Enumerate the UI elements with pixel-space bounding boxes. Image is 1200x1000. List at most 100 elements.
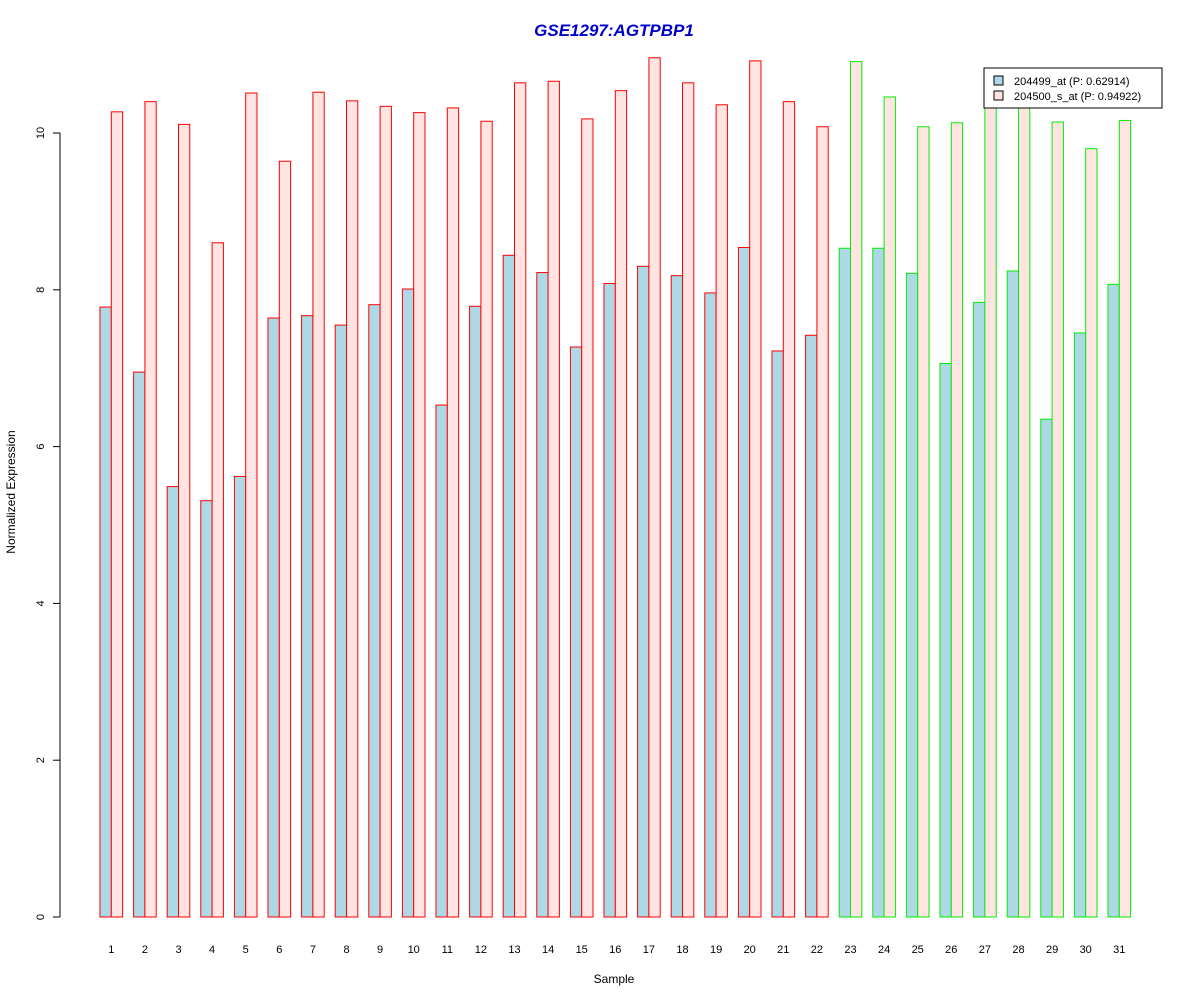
bar-204499-at (502, 254, 516, 918)
x-tick-label: 27 (979, 944, 991, 956)
x-tick-label: 9 (377, 944, 383, 956)
bar-204500-s-at (178, 123, 191, 918)
bar-204500-s-at (850, 61, 863, 918)
x-tick-label: 25 (912, 944, 924, 956)
y-tick-label: 8 (35, 287, 47, 293)
x-tick-label: 16 (609, 944, 621, 956)
x-tick-label: 13 (508, 944, 520, 956)
x-tick-label: 19 (710, 944, 722, 956)
bar-204500-s-at (144, 101, 157, 918)
x-tick-labels: 1 2 3 4 5 6 7 8 9 10 11 12 13 14 15 16 17 18 19 20 21 22 23 24 2… (108, 944, 1125, 956)
x-tick-label: 11 (442, 944, 453, 956)
bar-204500-s-at (245, 92, 258, 918)
bar-204499-at (334, 324, 348, 918)
bar-204499-at (637, 265, 650, 918)
x-tick-label: 18 (676, 944, 688, 956)
x-tick-label: 12 (475, 944, 487, 956)
x-tick-label: 5 (243, 944, 249, 956)
bar-204499-at (267, 317, 280, 918)
bar-204500-s-at (312, 91, 325, 918)
x-axis-label: Sample (594, 972, 635, 986)
x-tick-label: 30 (1080, 944, 1092, 956)
bar-204499-at (99, 306, 112, 918)
bar-204500-s-at (782, 101, 796, 918)
y-tick-label: 10 (35, 127, 47, 139)
y-tick-label: 0 (35, 914, 47, 920)
x-tick-label: 20 (744, 944, 756, 956)
y-axis-label: Normalized Expression (4, 430, 18, 553)
x-tick-label: 29 (1046, 944, 1058, 956)
x-tick-label: 31 (1113, 944, 1125, 956)
bar-204500-s-at (446, 107, 460, 918)
bar-204500-s-at (346, 100, 359, 918)
bar-204500-s-at (581, 118, 594, 918)
bar-204500-s-at (547, 80, 560, 918)
bar-204499-at (569, 346, 583, 918)
bar-204499-at (368, 304, 381, 918)
x-tick-label: 1 (108, 944, 114, 956)
bar-204499-at (536, 272, 549, 918)
x-tick-label: 26 (945, 944, 957, 956)
y-axis: 0 2 4 6 8 10 (35, 127, 61, 920)
bar-204499-at (1107, 283, 1120, 918)
bar-204500-s-at (1118, 119, 1132, 918)
x-tick-label: 6 (276, 944, 282, 956)
x-tick-label: 17 (643, 944, 655, 956)
bar-204499-at (771, 350, 784, 918)
bar-204500-s-at (883, 96, 896, 918)
bar-204499-at (200, 500, 213, 918)
bar-204500-s-at (278, 160, 292, 918)
bar-204500-s-at (211, 242, 224, 918)
bar-204499-at (133, 371, 146, 918)
bar-204500-s-at (816, 126, 829, 918)
bar-204500-s-at (917, 126, 930, 918)
x-tick-label: 14 (542, 944, 554, 956)
bar-204499-at (939, 362, 952, 918)
bar-204500-s-at (648, 57, 661, 918)
bar-204500-s-at (1085, 148, 1098, 918)
bar-204500-s-at (682, 82, 695, 918)
legend-label-204499-at: 204499_at (P: 0.62914) (1014, 76, 1130, 88)
bar-204499-at (301, 315, 314, 918)
bar-204499-at (737, 246, 751, 918)
bar-204499-at (704, 292, 717, 918)
bar-204500-s-at (614, 90, 628, 918)
bar-204499-at (435, 404, 448, 918)
bar-204500-s-at (984, 103, 997, 918)
bar-204499-at (838, 247, 852, 918)
bar-204500-s-at (413, 112, 426, 918)
bar-204500-s-at (1051, 121, 1064, 918)
bar-204500-s-at (514, 82, 527, 918)
bar-204499-at (233, 475, 247, 918)
y-tick-label: 6 (35, 444, 47, 450)
bar-204499-at (805, 334, 818, 918)
x-tick-label: 24 (878, 944, 890, 956)
y-tick-label: 2 (35, 757, 47, 763)
bar-204499-at (1006, 270, 1020, 918)
bar-204500-s-at (950, 122, 964, 918)
bar-204499-at (973, 301, 986, 918)
y-tick-label: 4 (35, 600, 47, 606)
bar-204499-at (670, 275, 684, 918)
bar-204500-s-at (749, 60, 762, 918)
bar-204499-at (905, 272, 919, 918)
x-tick-label: 23 (844, 944, 856, 956)
bar-204499-at (872, 247, 885, 918)
x-tick-label: 2 (142, 944, 148, 956)
chart-title: GSE1297:AGTPBP1 (534, 21, 694, 40)
bar-204499-at (1040, 418, 1053, 918)
legend: 204499_at (P: 0.62914) 204500_s_at (P: 0… (983, 67, 1163, 109)
bars-group (99, 57, 1132, 918)
x-tick-label: 21 (777, 944, 789, 956)
legend-swatch-204500-s-at (993, 90, 1004, 101)
bar-204500-s-at (480, 120, 493, 918)
x-tick-label: 3 (175, 944, 181, 956)
x-tick-label: 4 (209, 944, 215, 956)
x-tick-label: 22 (811, 944, 823, 956)
legend-box (983, 67, 1163, 109)
bar-204500-s-at (1018, 106, 1031, 918)
bar-204500-s-at (715, 104, 728, 918)
x-tick-label: 10 (408, 944, 420, 956)
bar-204500-s-at (110, 111, 124, 918)
